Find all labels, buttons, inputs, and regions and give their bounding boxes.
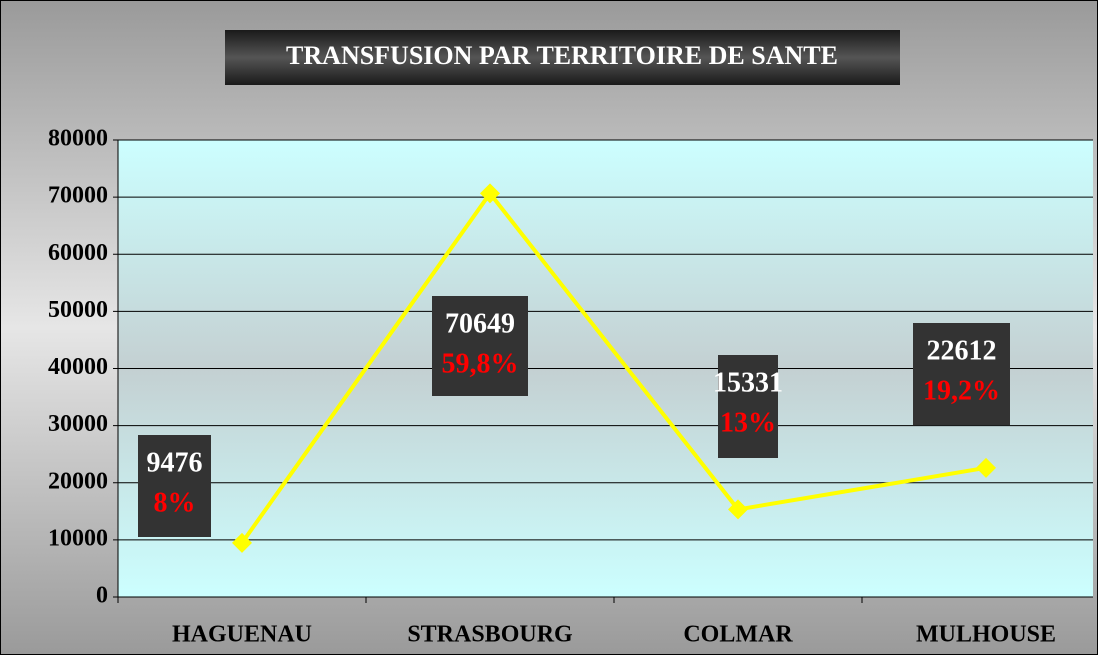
y-tick-label: 40000 (48, 354, 108, 380)
y-tick-label: 60000 (48, 240, 108, 266)
x-tick-label: STRASBOURG (407, 622, 573, 648)
marker (232, 532, 252, 553)
y-tick-label: 80000 (48, 126, 108, 152)
label-box (138, 435, 211, 537)
y-tick-label: 10000 (48, 525, 108, 551)
data-label: 15331 (713, 367, 783, 398)
percent-label: 8% (154, 487, 196, 518)
marker (728, 499, 748, 520)
marker (480, 183, 500, 204)
line (240, 190, 987, 545)
title-box (225, 30, 900, 85)
chart-title: TRANSFUSION PAR TERRITOIRE DE SANTE (286, 41, 838, 70)
percent-label: 13% (720, 407, 776, 438)
y-tick-label: 30000 (48, 411, 108, 437)
marker (976, 457, 996, 478)
label-box (913, 323, 1010, 425)
label-box (432, 296, 528, 396)
data-label: 70649 (445, 308, 515, 339)
label-box (718, 355, 778, 458)
y-tick-label: 20000 (48, 468, 108, 494)
x-tick-label: HAGUENAU (172, 622, 312, 648)
x-tick-label: MULHOUSE (916, 622, 1056, 648)
y-tick-label: 0 (96, 583, 108, 609)
percent-label: 59,8% (442, 348, 519, 379)
y-tick-label: 70000 (48, 183, 108, 209)
x-tick-label: COLMAR (683, 622, 793, 648)
percent-label: 19,2% (923, 375, 1000, 406)
data-label: 9476 (147, 447, 203, 478)
y-tick-label: 50000 (48, 297, 108, 323)
data-label: 22612 (927, 335, 997, 366)
